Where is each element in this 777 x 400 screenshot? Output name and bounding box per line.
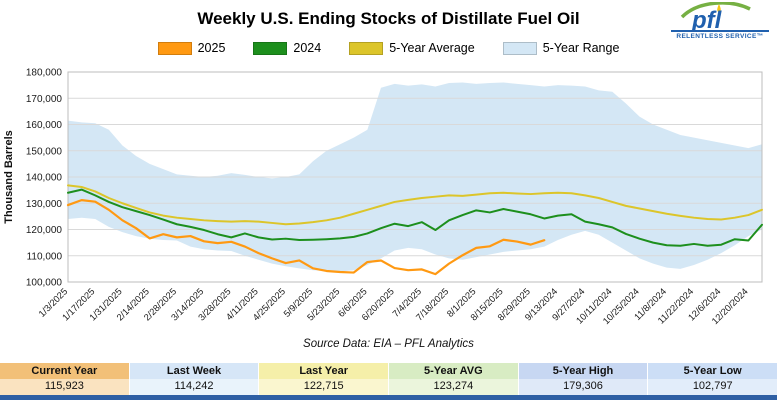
- stat-value: 102,797: [648, 379, 777, 395]
- series-2024: [67, 188, 763, 247]
- series-5-year-average: [67, 184, 763, 226]
- stat-current-year: Current Year 115,923: [0, 363, 130, 395]
- source-note: Source Data: EIA – PFL Analytics: [303, 338, 474, 350]
- stat-last-year: Last Year 122,715: [259, 363, 390, 395]
- stat-5yr-low: 5-Year Low 102,797: [648, 363, 777, 395]
- logo-tagline: RELENTLESS SERVICE™: [671, 30, 769, 40]
- stat-last-week: Last Week 114,242: [129, 363, 260, 395]
- legend-item-5yr-average: 5-Year Average: [349, 41, 475, 55]
- logo-droplet-icon: [717, 4, 721, 12]
- legend-label-5yr-range: 5-Year Range: [542, 41, 620, 55]
- y-tick-label: 100,000: [26, 278, 63, 289]
- legend-swatch-2024: [253, 41, 288, 55]
- y-tick-label: 180,000: [26, 68, 63, 79]
- stat-value: 115,923: [0, 379, 129, 395]
- y-tick-label: 110,000: [27, 251, 63, 262]
- legend-item-2024: 2024: [253, 41, 321, 55]
- legend-label-2025: 2025: [197, 41, 226, 55]
- stat-value: 179,306: [518, 379, 648, 395]
- stat-5yr-high: 5-Year High 179,306: [518, 363, 649, 395]
- y-tick-label: 140,000: [26, 173, 63, 184]
- stat-label: 5-Year High: [518, 363, 648, 379]
- line-chart: 100,000 110,000 120,000 130,000 140,000 150,0…: [3, 68, 763, 326]
- stat-label: Last Week: [129, 363, 259, 379]
- y-tick-label: 160,000: [26, 120, 63, 131]
- legend-swatch-2025: [157, 41, 192, 55]
- y-tick-label: 150,000: [26, 146, 63, 157]
- page-title: Weekly U.S. Ending Stocks of Distillate …: [197, 9, 580, 28]
- legend-label-5yr-average: 5-Year Average: [389, 41, 475, 55]
- legend-label-2024: 2024: [293, 41, 322, 55]
- y-tick-label: 120,000: [26, 225, 63, 236]
- chart-legend: 2025 2024 5-Year Average 5-Year Range: [0, 36, 777, 60]
- legend-swatch-5yr-average: [349, 41, 384, 55]
- stat-label: Current Year: [0, 363, 129, 379]
- y-tick-label: 170,000: [26, 94, 63, 105]
- stat-value: 114,242: [129, 379, 259, 395]
- report-header: Weekly U.S. Ending Stocks of Distillate …: [0, 0, 777, 40]
- plot-border: [67, 71, 763, 283]
- pfl-logo-graphic: pfl: [680, 2, 751, 32]
- stat-value: 123,274: [389, 379, 518, 395]
- y-axis-title: Thousand Barrels: [3, 130, 15, 224]
- legend-swatch-5yr-range: [502, 41, 537, 55]
- y-tick-label: 130,000: [26, 199, 63, 210]
- logo-swoosh: [680, 2, 751, 19]
- bottom-strip: [0, 395, 777, 400]
- stat-value: 122,715: [259, 379, 389, 395]
- stats-footer: Current Year 115,923 Last Week 114,242 L…: [0, 363, 777, 395]
- logo-text: pfl: [691, 7, 723, 32]
- stat-label: 5-Year AVG: [389, 363, 518, 379]
- pfl-logo: pfl RELENTLESS SERVICE™: [671, 2, 769, 40]
- series-2025: [66, 199, 546, 276]
- legend-item-2025: 2025: [157, 41, 226, 55]
- stat-label: 5-Year Low: [648, 363, 777, 379]
- stat-label: Last Year: [259, 363, 389, 379]
- stat-5yr-avg: 5-Year AVG 123,274: [389, 363, 519, 395]
- legend-item-5yr-range: 5-Year Range: [502, 41, 620, 55]
